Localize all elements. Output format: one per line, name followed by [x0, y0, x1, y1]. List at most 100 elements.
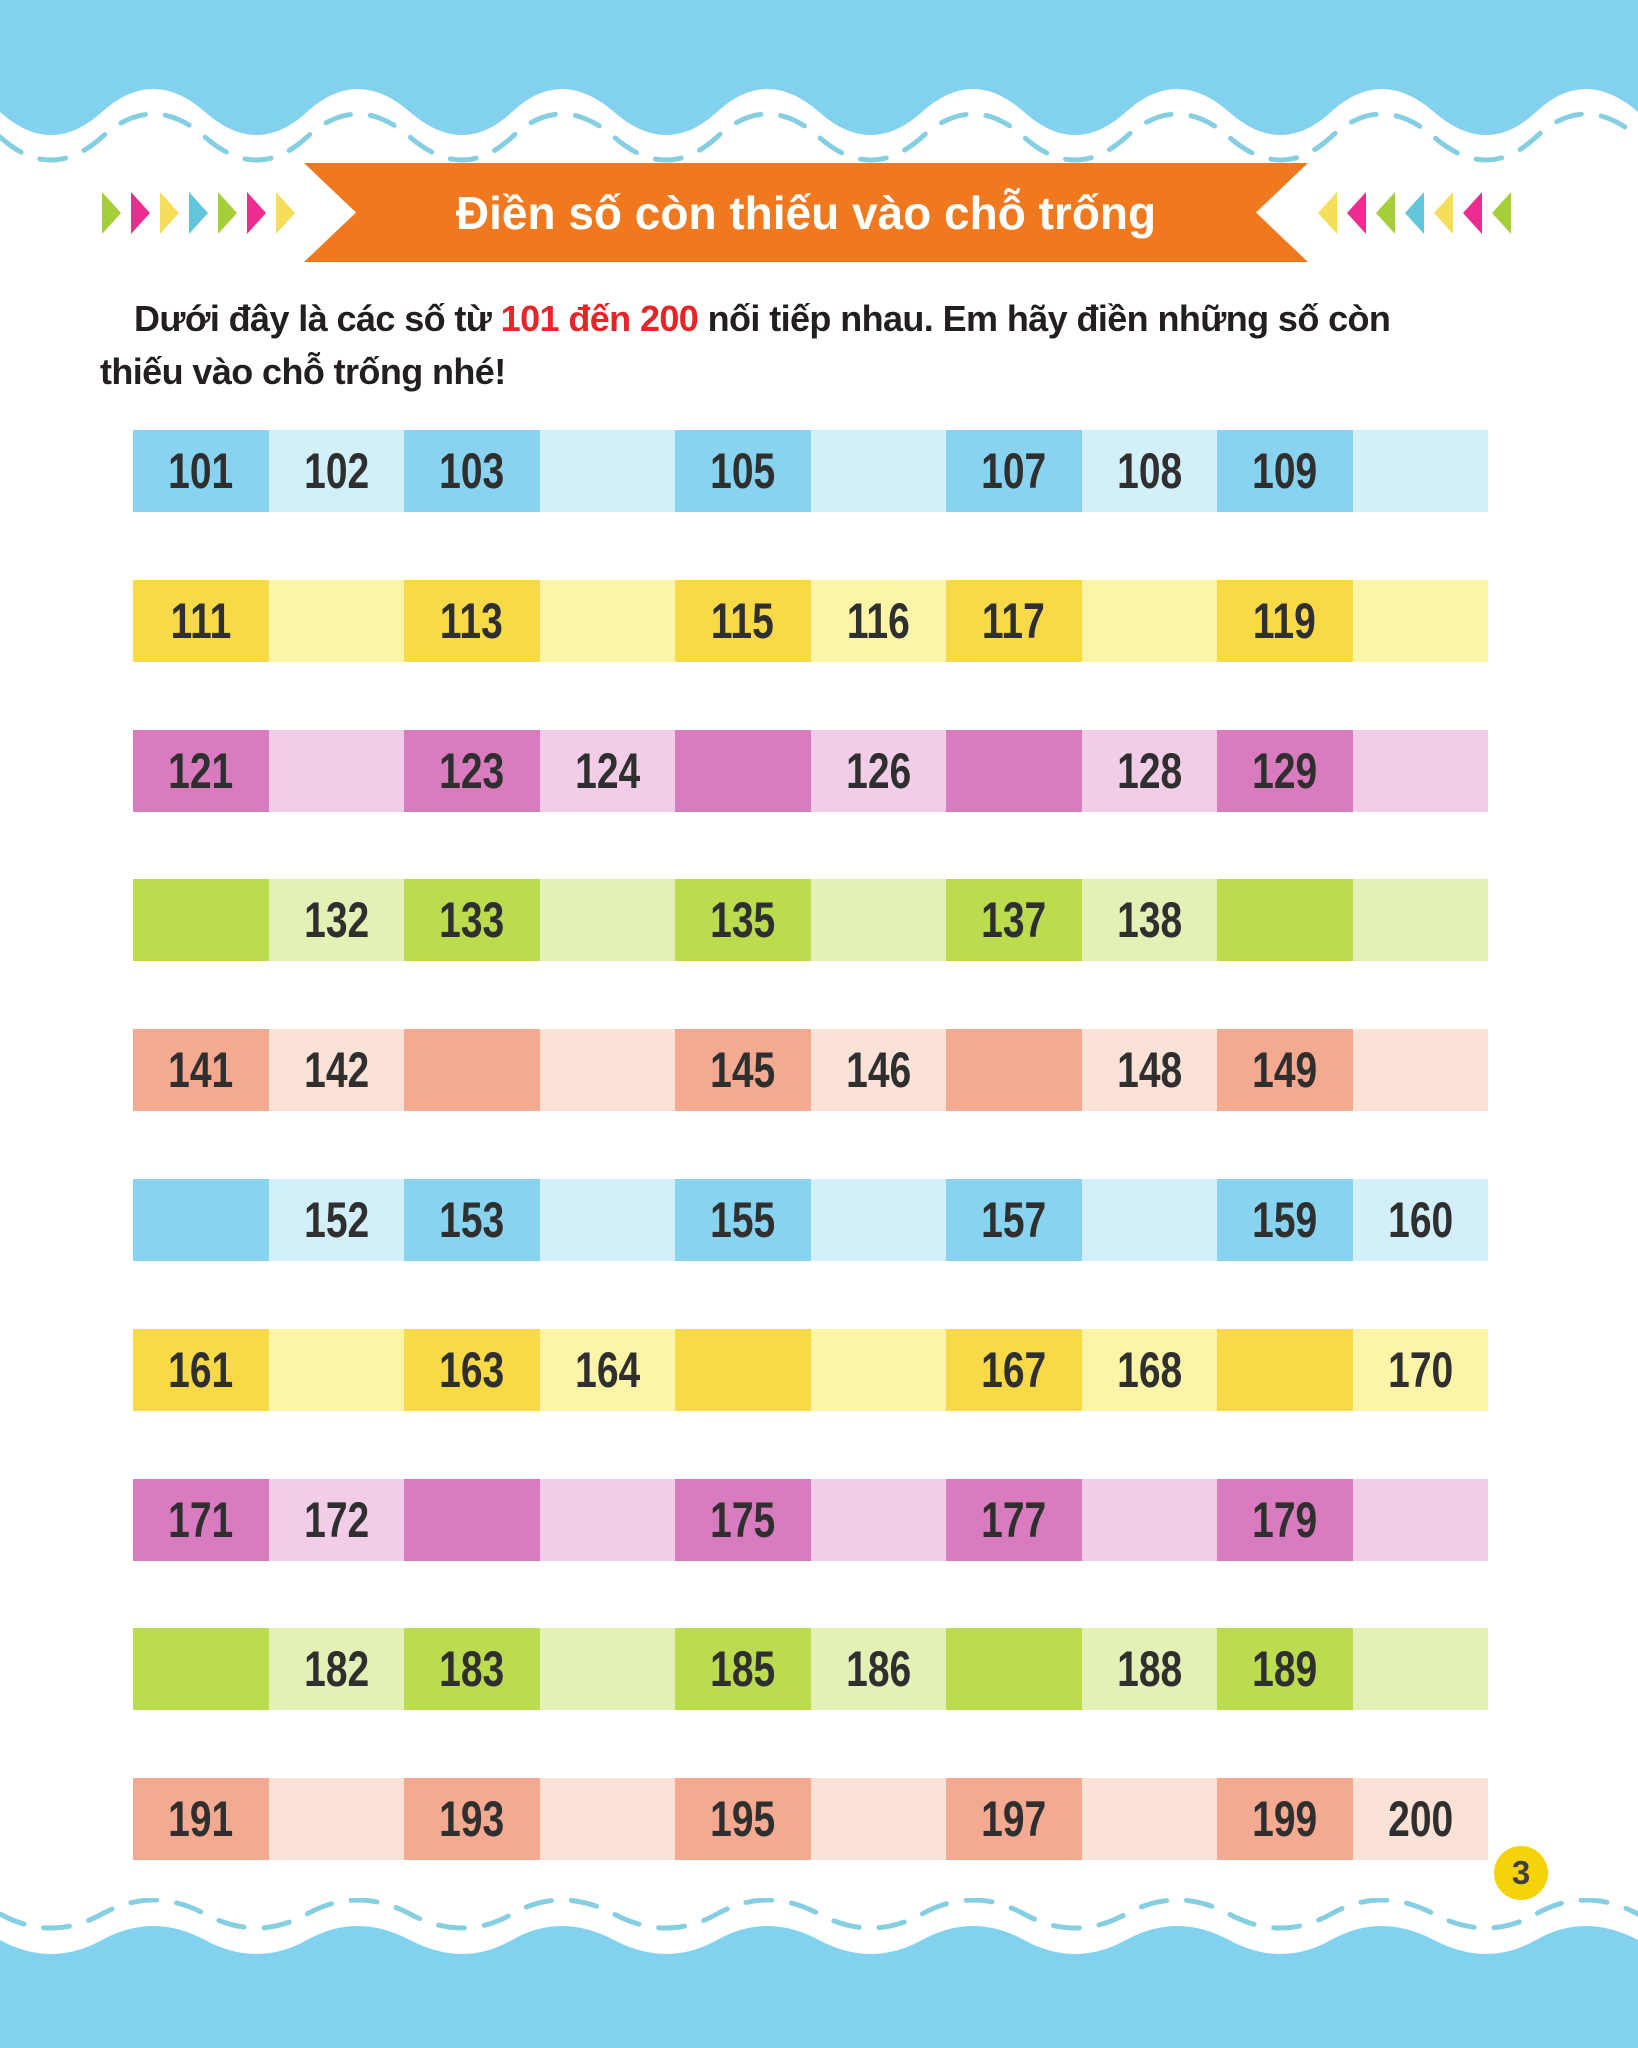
- number-cell: 175: [675, 1478, 811, 1561]
- number-cell: 109: [1217, 430, 1353, 512]
- cell-number: 103: [439, 443, 505, 499]
- number-cell: 171: [133, 1478, 269, 1561]
- number-row-yellow-2: 111 113 115 116 117 119: [133, 579, 1488, 662]
- blank-cell[interactable]: [1352, 1628, 1488, 1711]
- number-cell: 133: [404, 879, 540, 962]
- blank-cell[interactable]: [1081, 1778, 1217, 1861]
- blank-cell[interactable]: [810, 1778, 946, 1861]
- blank-cell[interactable]: [539, 1029, 675, 1112]
- cell-number: 199: [1252, 1791, 1318, 1848]
- blank-cell[interactable]: [539, 1178, 675, 1261]
- blank-cell[interactable]: [268, 1778, 404, 1861]
- cell-number: 197: [981, 1791, 1047, 1848]
- instruction-suffix: nối tiếp nhau. Em hãy điền những số còn: [698, 298, 1391, 339]
- blank-cell[interactable]: [539, 430, 675, 512]
- blank-cell[interactable]: [133, 879, 269, 962]
- cell-number: 163: [439, 1341, 505, 1398]
- cell-number: 115: [711, 592, 775, 649]
- blank-cell[interactable]: [1081, 1178, 1217, 1261]
- number-cell: 107: [946, 430, 1082, 512]
- cell-number: 182: [303, 1641, 369, 1698]
- cell-number: 149: [1252, 1042, 1318, 1099]
- blank-cell[interactable]: [675, 1328, 811, 1411]
- blank-cell[interactable]: [675, 729, 811, 812]
- number-row-green-4: 132 133 135 137 138: [133, 879, 1488, 962]
- blank-cell[interactable]: [539, 1628, 675, 1711]
- number-row-salmon-10: 191 193 195 197 199 200: [133, 1778, 1488, 1861]
- blank-cell[interactable]: [1352, 729, 1488, 812]
- cell-number: 132: [303, 892, 369, 949]
- cell-number: 128: [1116, 742, 1182, 799]
- blank-cell[interactable]: [946, 1029, 1082, 1112]
- instruction-text: Dưới đây là các số từ 101 đến 200 nối ti…: [100, 292, 1550, 398]
- blank-cell[interactable]: [268, 579, 404, 662]
- blank-cell[interactable]: [810, 1478, 946, 1561]
- blank-cell[interactable]: [1352, 430, 1488, 512]
- instruction-line-2: thiếu vào chỗ trống nhé!: [100, 351, 506, 392]
- cell-number: 160: [1387, 1191, 1453, 1248]
- cell-number: 113: [440, 592, 504, 649]
- blank-cell[interactable]: [539, 879, 675, 962]
- number-cell: 199: [1217, 1778, 1353, 1861]
- blank-cell[interactable]: [1352, 1478, 1488, 1561]
- number-cell: 160: [1352, 1178, 1488, 1261]
- cell-number: 105: [710, 443, 776, 499]
- cell-number: 133: [439, 892, 505, 949]
- blank-cell[interactable]: [539, 1778, 675, 1861]
- page-number: 3: [1511, 1854, 1531, 1891]
- number-row-green-9: 182 183 185 186 188 189: [133, 1628, 1488, 1711]
- page-number-badge: 3: [1494, 1846, 1548, 1900]
- number-cell: 126: [810, 729, 946, 812]
- blank-cell[interactable]: [1352, 579, 1488, 662]
- blank-cell[interactable]: [133, 1178, 269, 1261]
- triangle-arrow-icon: [1376, 192, 1395, 234]
- triangle-arrow-icon: [131, 192, 150, 234]
- number-cell: 200: [1352, 1778, 1488, 1861]
- blank-cell[interactable]: [268, 1328, 404, 1411]
- blank-cell[interactable]: [1217, 1328, 1353, 1411]
- cell-number: 191: [168, 1791, 234, 1848]
- cell-number: 117: [982, 592, 1046, 649]
- blank-cell[interactable]: [1352, 879, 1488, 962]
- blank-cell[interactable]: [268, 729, 404, 812]
- page-title: Điền số còn thiếu vào chỗ trống: [455, 186, 1157, 239]
- triangle-arrow-icon: [247, 192, 266, 234]
- bottom-dashed-line: [0, 1898, 1638, 1931]
- cell-number: 141: [168, 1042, 234, 1099]
- number-cell: 148: [1081, 1029, 1217, 1112]
- blank-cell[interactable]: [404, 1478, 540, 1561]
- cell-number: 161: [168, 1341, 234, 1398]
- blank-cell[interactable]: [133, 1628, 269, 1711]
- triangle-arrow-icon: [1434, 192, 1453, 234]
- blank-cell[interactable]: [539, 579, 675, 662]
- number-cell: 117: [946, 579, 1082, 662]
- number-cell: 155: [675, 1178, 811, 1261]
- cell-number: 124: [574, 742, 640, 799]
- triangle-arrow-icon: [189, 192, 208, 234]
- blank-cell[interactable]: [946, 729, 1082, 812]
- cell-number: 107: [981, 443, 1047, 499]
- bottom-wave-decoration: [0, 1898, 1638, 2048]
- number-cell: 167: [946, 1328, 1082, 1411]
- blank-cell[interactable]: [810, 1328, 946, 1411]
- blank-cell[interactable]: [1217, 879, 1353, 962]
- blank-cell[interactable]: [1352, 1029, 1488, 1112]
- blank-cell[interactable]: [810, 879, 946, 962]
- blank-cell[interactable]: [810, 1178, 946, 1261]
- cell-number: 129: [1252, 742, 1318, 799]
- number-cell: 115: [675, 579, 811, 662]
- number-cell: 195: [675, 1778, 811, 1861]
- number-cell: 128: [1081, 729, 1217, 812]
- blank-cell[interactable]: [946, 1628, 1082, 1711]
- blank-cell[interactable]: [1081, 579, 1217, 662]
- cell-number: 137: [981, 892, 1047, 949]
- blank-cell[interactable]: [404, 1029, 540, 1112]
- blank-cell[interactable]: [539, 1478, 675, 1561]
- blank-cell[interactable]: [1081, 1478, 1217, 1561]
- cell-number: 123: [439, 742, 505, 799]
- number-row-pink-3: 121 123 124 126 128 129: [133, 729, 1488, 812]
- number-cell: 102: [268, 430, 404, 512]
- blank-cell[interactable]: [810, 430, 946, 512]
- number-row-blue-1: 101 102 103 105 107 108 109: [133, 430, 1488, 512]
